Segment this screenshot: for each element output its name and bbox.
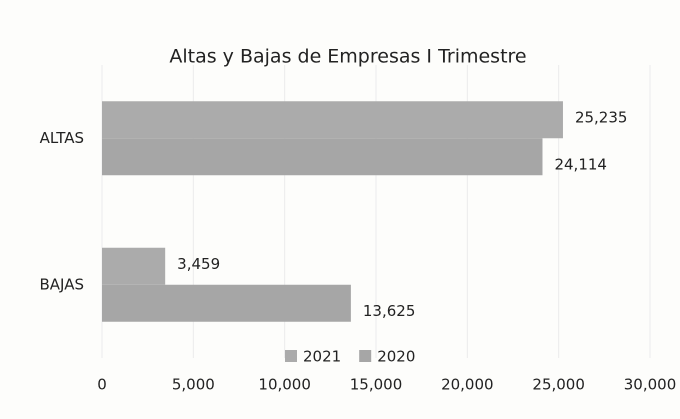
value-label: 3,459 — [177, 255, 220, 273]
bar — [102, 138, 543, 176]
x-tick-label: 25,000 — [532, 376, 585, 394]
value-label: 25,235 — [575, 108, 628, 126]
x-tick-label: 10,000 — [258, 376, 311, 394]
x-tick-label: 5,000 — [172, 376, 215, 394]
bar — [102, 101, 563, 139]
legend-label: 2020 — [377, 348, 415, 366]
chart-title: Altas y Bajas de Empresas I Trimestre — [169, 46, 526, 68]
value-label: 13,625 — [363, 302, 416, 320]
x-tick-label: 20,000 — [441, 376, 494, 394]
y-tick-label: ALTAS — [40, 129, 84, 147]
bar — [102, 284, 351, 322]
x-tick-label: 30,000 — [624, 376, 677, 394]
value-label: 24,114 — [554, 155, 607, 173]
x-tick-label: 15,000 — [350, 376, 403, 394]
x-tick-label: 0 — [97, 376, 107, 394]
legend-label: 2021 — [303, 348, 341, 366]
legend-swatch — [359, 350, 372, 362]
y-tick-label: BAJAS — [40, 275, 85, 293]
bar — [102, 247, 166, 285]
legend-swatch — [285, 350, 297, 362]
